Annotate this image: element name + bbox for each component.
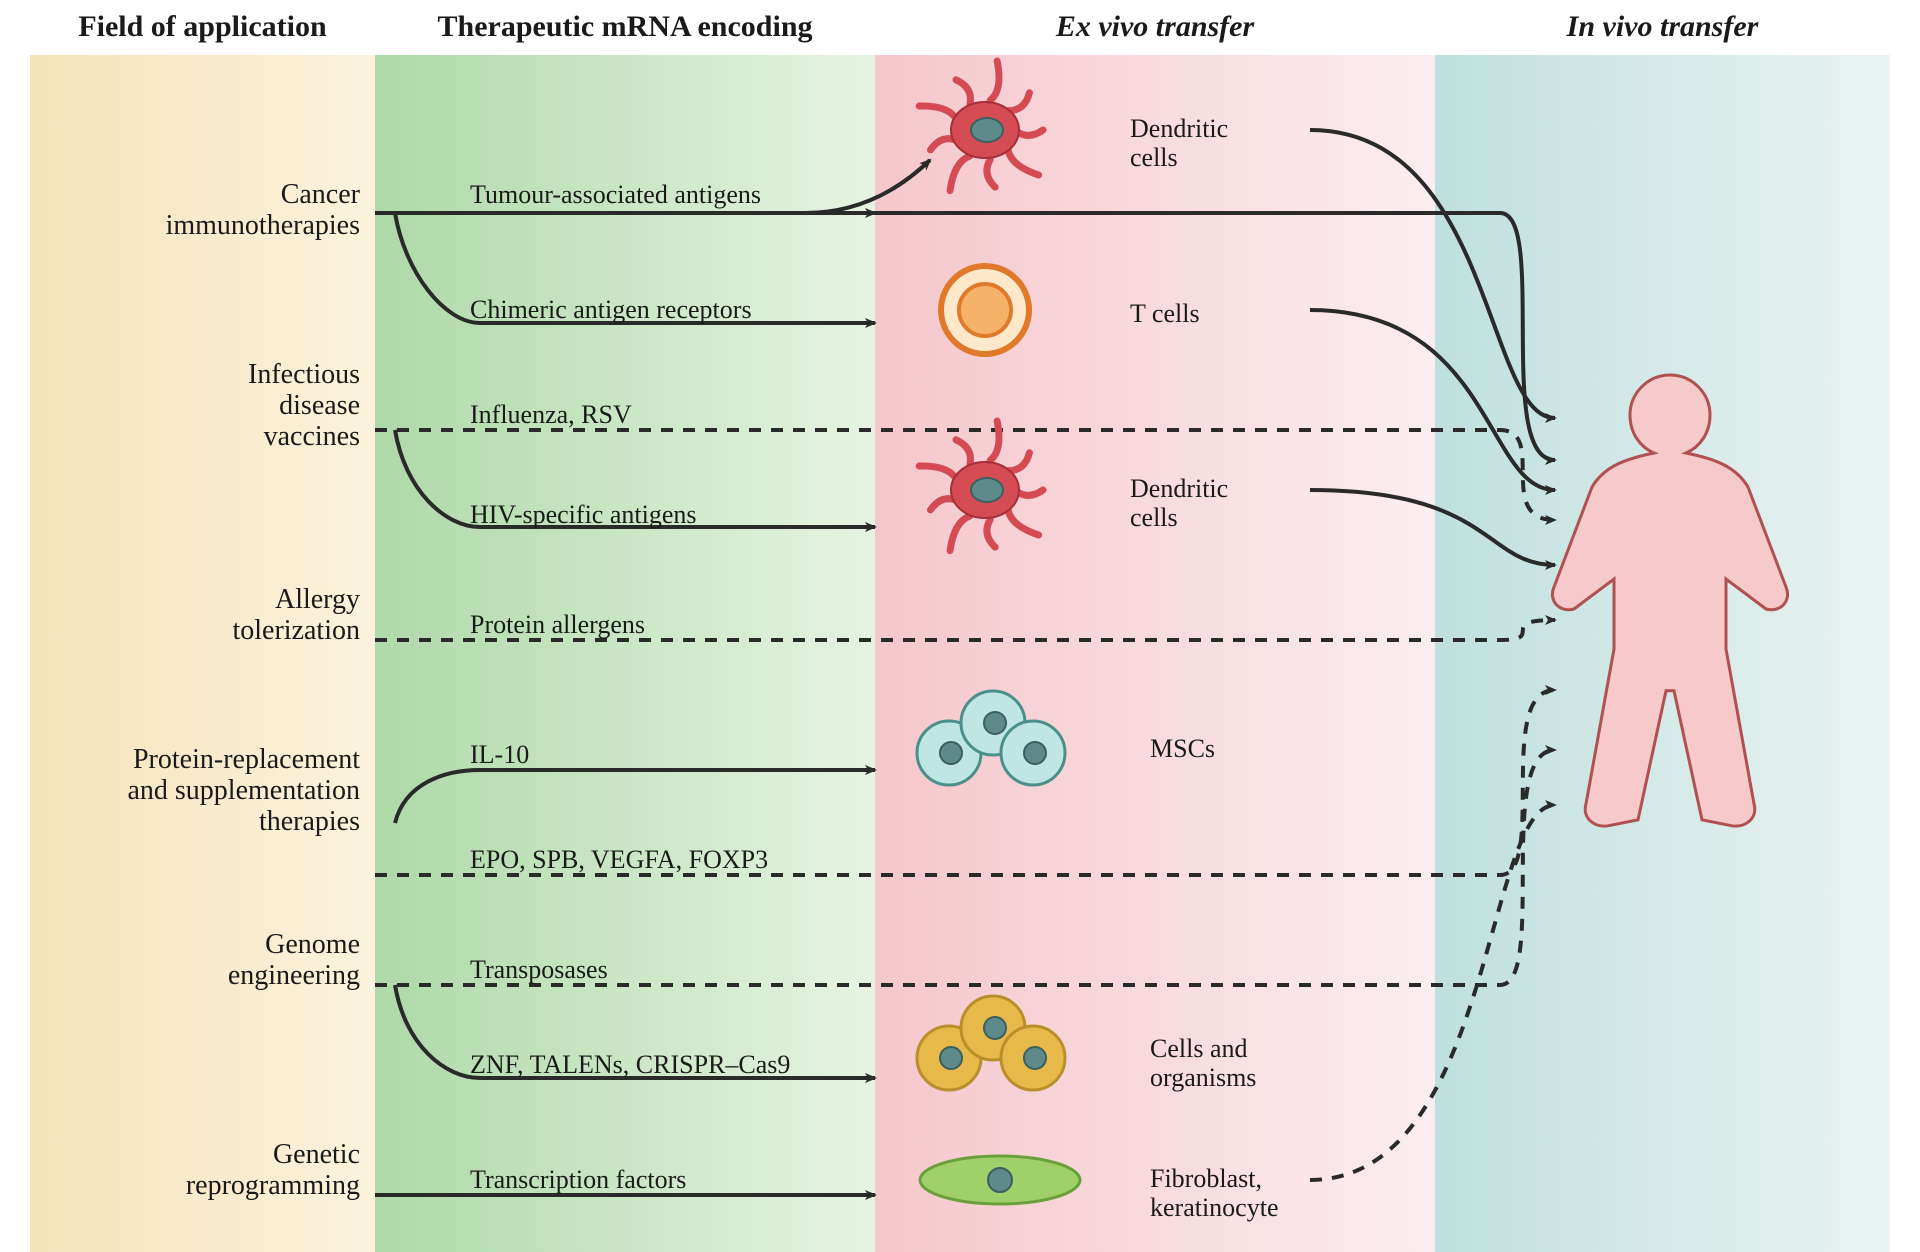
encoding-label-flu: Influenza, RSV (470, 400, 632, 430)
header-field: Field of application (30, 10, 375, 44)
cell-label-line: MSCs (1150, 734, 1215, 763)
cell-label-dc2: Dendriticcells (1130, 475, 1228, 532)
cell-label-tc: T cells (1130, 300, 1200, 329)
encoding-text: ZNF, TALENs, CRISPR–Cas9 (470, 1050, 790, 1079)
field-label-cancer: Cancerimmunotherapies (30, 180, 360, 242)
cell-label-fk: Fibroblast,keratinocyte (1150, 1165, 1279, 1222)
encoding-text: HIV-specific antigens (470, 500, 696, 529)
header-invivo: In vivo transfer (1435, 10, 1890, 44)
field-label-line: vaccines (264, 421, 360, 452)
field-label-line: and supplementation (127, 775, 360, 806)
encoding-text: Chimeric antigen receptors (470, 295, 752, 324)
mrna-therapy-diagram: Field of application Therapeutic mRNA en… (0, 0, 1920, 1252)
field-label-line: Genome (265, 929, 360, 960)
cell-label-line: Fibroblast, (1150, 1164, 1262, 1193)
encoding-label-tf: Transcription factors (470, 1165, 686, 1195)
field-label-line: Protein-replacement (133, 744, 360, 775)
field-label-allergy: Allergytolerization (30, 585, 360, 647)
field-label-prt: Protein-replacementand supplementationth… (30, 745, 360, 837)
encoding-text: Protein allergens (470, 610, 645, 639)
field-label-line: tolerization (232, 615, 360, 646)
encoding-label-epo: EPO, SPB, VEGFA, FOXP3 (470, 845, 768, 875)
encoding-text: Transcription factors (470, 1165, 686, 1194)
field-label-line: disease (279, 390, 360, 421)
cell-label-line: cells (1130, 503, 1178, 532)
field-label-line: therapies (259, 806, 360, 837)
cell-label-line: organisms (1150, 1063, 1256, 1092)
field-label-line: Allergy (275, 584, 360, 615)
encoding-text: IL-10 (470, 740, 529, 769)
field-label-genetic: Geneticreprogramming (30, 1140, 360, 1202)
cell-label-line: Dendritic (1130, 474, 1228, 503)
field-label-line: immunotherapies (166, 210, 360, 241)
encoding-text: Transposases (470, 955, 608, 984)
cell-label-co: Cells andorganisms (1150, 1035, 1256, 1092)
encoding-label-hiv: HIV-specific antigens (470, 500, 696, 530)
encoding-text: Influenza, RSV (470, 400, 632, 429)
encoding-label-trans: Transposases (470, 955, 608, 985)
field-label-line: engineering (228, 960, 360, 991)
encoding-text: EPO, SPB, VEGFA, FOXP3 (470, 845, 768, 874)
header-encoding: Therapeutic mRNA encoding (375, 10, 875, 44)
field-label-line: Cancer (281, 179, 360, 210)
cell-label-line: Dendritic (1130, 114, 1228, 143)
encoding-label-pa: Protein allergens (470, 610, 645, 640)
field-label-idv: Infectiousdiseasevaccines (30, 360, 360, 452)
col-bg-invivo (1435, 55, 1890, 1252)
cell-label-dc1: Dendriticcells (1130, 115, 1228, 172)
encoding-label-znf: ZNF, TALENs, CRISPR–Cas9 (470, 1050, 790, 1080)
encoding-label-il10: IL-10 (470, 740, 529, 770)
cell-label-line: Cells and (1150, 1034, 1248, 1063)
field-label-line: reprogramming (186, 1170, 360, 1201)
field-label-line: Infectious (248, 359, 360, 390)
field-label-genome: Genomeengineering (30, 930, 360, 992)
encoding-label-taa: Tumour-associated antigens (470, 180, 761, 210)
field-label-line: Genetic (273, 1139, 360, 1170)
cell-label-line: T cells (1130, 299, 1200, 328)
cell-label-line: keratinocyte (1150, 1193, 1279, 1222)
header-exvivo: Ex vivo transfer (875, 10, 1435, 44)
encoding-label-car: Chimeric antigen receptors (470, 295, 752, 325)
cell-label-msc: MSCs (1150, 735, 1215, 764)
cell-label-line: cells (1130, 143, 1178, 172)
encoding-text: Tumour-associated antigens (470, 180, 761, 209)
